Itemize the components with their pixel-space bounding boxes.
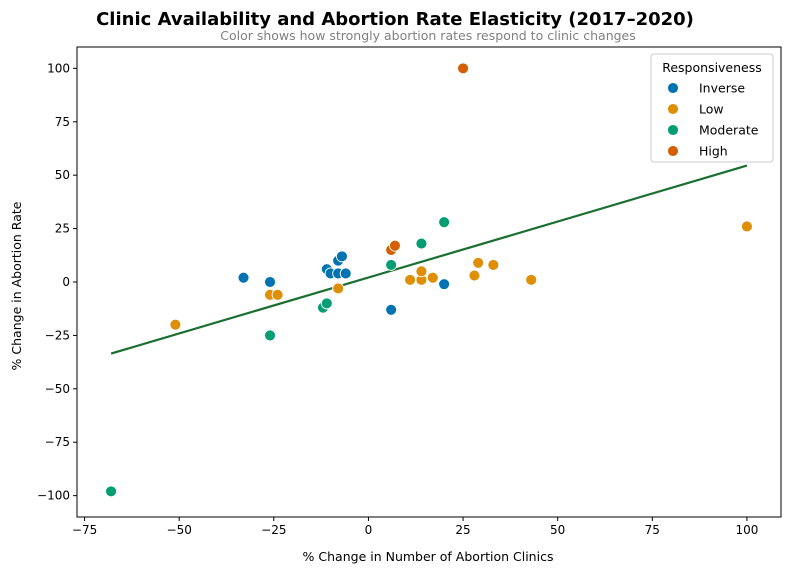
data-point — [335, 250, 348, 263]
legend-label: High — [699, 144, 728, 159]
y-tick-label: 100 — [47, 61, 70, 75]
data-point — [169, 318, 182, 331]
data-point — [525, 273, 538, 286]
data-point — [320, 297, 333, 310]
x-tick-label: −50 — [167, 523, 192, 537]
data-point — [264, 329, 276, 342]
data-point — [438, 216, 451, 229]
y-tick-label: −25 — [45, 328, 70, 342]
y-tick-label: 75 — [55, 115, 70, 129]
data-point — [271, 288, 284, 301]
x-tick-label: −25 — [261, 523, 286, 537]
y-tick-label: −75 — [45, 435, 70, 449]
data-point — [264, 276, 276, 288]
y-tick-label: 25 — [55, 222, 70, 236]
legend-title: Responsiveness — [662, 60, 762, 75]
x-tick-label: 25 — [455, 523, 470, 537]
legend-marker — [667, 82, 679, 94]
legend-marker — [667, 103, 679, 115]
x-tick-label: 75 — [645, 523, 660, 537]
data-point — [404, 273, 417, 286]
legend-marker — [667, 124, 679, 136]
data-point — [385, 258, 398, 271]
trend-line-group — [110, 164, 748, 355]
chart-title: Clinic Availability and Abortion Rate El… — [96, 9, 694, 30]
x-tick-label: 50 — [550, 523, 565, 537]
data-point — [388, 239, 401, 252]
x-axis: −75 −50 −25 0 25 50 75 100 — [72, 517, 758, 537]
legend: Responsiveness Inverse Low Moderate High — [650, 53, 774, 163]
data-point — [468, 269, 481, 282]
data-point — [385, 303, 398, 316]
y-tick-label: −50 — [45, 382, 70, 396]
data-point — [487, 258, 500, 271]
legend-label: Inverse — [699, 81, 745, 96]
chart-subtitle: Color shows how strongly abortion rates … — [220, 28, 636, 43]
data-point — [740, 220, 753, 233]
x-tick-label: 100 — [735, 523, 758, 537]
data-points — [105, 62, 753, 498]
data-point — [438, 278, 451, 291]
x-axis-label: % Change in Number of Abortion Clinics — [303, 549, 554, 564]
data-point — [237, 271, 250, 284]
data-point — [426, 271, 439, 284]
legend-label: Moderate — [699, 123, 759, 138]
data-point — [415, 237, 428, 250]
legend-box — [650, 53, 774, 163]
data-point — [457, 62, 470, 75]
y-axis: −100 −75 −50 −25 0 25 50 75 100 — [37, 61, 77, 503]
data-point — [415, 265, 428, 278]
data-point — [472, 256, 485, 269]
data-point — [339, 267, 352, 280]
y-axis-label: % Change in Abortion Rate — [9, 201, 24, 370]
y-tick-label: −100 — [37, 489, 70, 503]
legend-label: Low — [699, 102, 724, 117]
x-tick-label: 0 — [365, 523, 373, 537]
y-tick-label: 0 — [62, 275, 70, 289]
legend-entries: Inverse Low Moderate High — [667, 81, 759, 159]
trend-line — [110, 164, 748, 355]
data-point — [105, 485, 118, 498]
x-tick-label: −75 — [72, 523, 97, 537]
data-point — [332, 282, 345, 295]
y-tick-label: 50 — [55, 168, 70, 182]
legend-marker — [667, 145, 679, 157]
